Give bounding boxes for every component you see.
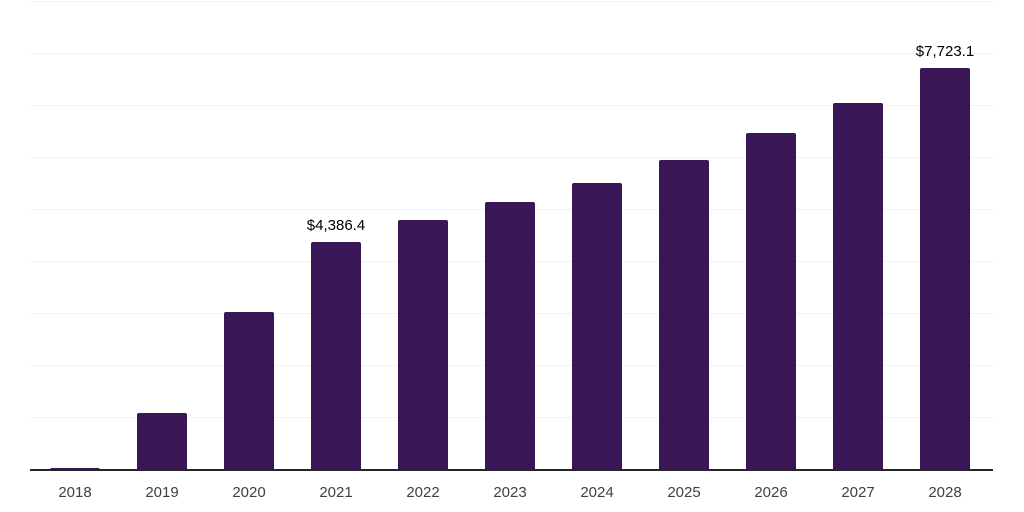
plot-area: $4,386.4 $7,723.1 — [30, 1, 993, 470]
bar-2023[interactable] — [485, 202, 535, 470]
x-tick-2025: 2025 — [667, 484, 701, 501]
x-tick-2026: 2026 — [754, 484, 788, 501]
x-tick-2020: 2020 — [232, 484, 266, 501]
bar-2022[interactable] — [398, 220, 448, 470]
gridline-8000 — [30, 53, 993, 54]
bar-2025[interactable] — [659, 160, 709, 470]
bar-2021[interactable] — [311, 242, 361, 470]
data-label-2021: $4,386.4 — [306, 217, 366, 234]
bar-2019[interactable] — [137, 413, 187, 470]
x-axis-line — [30, 469, 993, 471]
x-tick-2028: 2028 — [928, 484, 962, 501]
bar-2027[interactable] — [833, 103, 883, 470]
data-label-2028: $7,723.1 — [915, 43, 975, 60]
bar-2020[interactable] — [224, 312, 274, 470]
x-tick-2024: 2024 — [580, 484, 614, 501]
bar-2024[interactable] — [572, 183, 622, 470]
bar-2028[interactable] — [920, 68, 970, 470]
bar-2026[interactable] — [746, 133, 796, 470]
x-tick-2023: 2023 — [493, 484, 527, 501]
x-tick-2018: 2018 — [58, 484, 92, 501]
gridline-9000 — [30, 1, 993, 2]
gridline-7000 — [30, 105, 993, 106]
x-tick-2022: 2022 — [406, 484, 440, 501]
x-tick-2019: 2019 — [145, 484, 179, 501]
gridline-6000 — [30, 157, 993, 158]
x-tick-2021: 2021 — [319, 484, 353, 501]
x-tick-2027: 2027 — [841, 484, 875, 501]
